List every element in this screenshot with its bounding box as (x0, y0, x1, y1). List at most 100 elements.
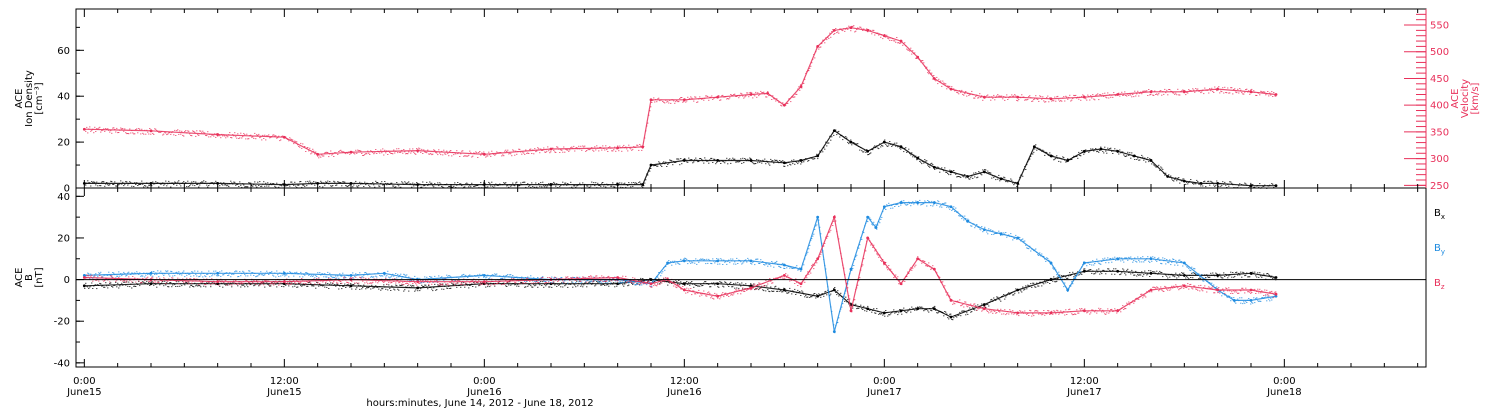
series-velocity-sample (325, 151, 327, 153)
series-By-sample (960, 215, 962, 217)
series-density-sample (280, 184, 282, 186)
series-Bx-sample (1207, 276, 1209, 278)
series-density-sample (230, 180, 232, 182)
series-Bz-sample (114, 278, 116, 280)
series-Bx-sample (513, 283, 515, 285)
series-density-sample (673, 160, 675, 162)
series-By-sample (1121, 257, 1123, 259)
series-velocity-sample (1112, 96, 1114, 98)
series-Bx-sample (375, 285, 377, 287)
series-velocity-sample (652, 99, 654, 101)
series-Bx-sample (956, 316, 958, 318)
series-velocity-sample (475, 151, 477, 153)
series-density-sample (945, 171, 947, 173)
series-By-sample (183, 270, 185, 272)
series-Bx-sample (601, 284, 603, 286)
series-velocity-sample (218, 134, 220, 135)
series-velocity-sample (1120, 93, 1122, 95)
series-density-sample (1126, 155, 1128, 157)
series-velocity-sample (926, 66, 928, 68)
series-velocity-sample (1160, 90, 1162, 92)
series-Bx-sample (225, 284, 227, 286)
series-velocity-sample (1227, 87, 1229, 89)
series-velocity-sample (382, 148, 384, 150)
series-density-sample (651, 164, 653, 166)
series-velocity-sample (888, 38, 890, 40)
series-velocity-sample (237, 133, 239, 135)
series-velocity-sample (751, 92, 753, 94)
series-By-sample (1235, 302, 1237, 304)
series-velocity-sample (957, 92, 959, 94)
series-Bx-sample (757, 284, 759, 286)
series-Bx-sample (945, 311, 947, 313)
series-By-sample (190, 275, 192, 277)
series-density-sample (777, 160, 779, 162)
series-density-sample (798, 161, 800, 163)
series-Bx-sample (1119, 274, 1121, 276)
series-By-sample (249, 270, 251, 272)
series-velocity-sample (973, 97, 975, 99)
series-density-sample (937, 166, 939, 168)
series-By-sample (348, 275, 350, 277)
series-density-sample (235, 184, 237, 186)
series-By-sample (398, 276, 400, 278)
series-velocity-sample (937, 83, 939, 85)
series-By-sample (815, 225, 817, 227)
series-By-sample (855, 256, 857, 258)
series-By-sample (469, 274, 471, 276)
series-Bx-sample (295, 283, 297, 285)
series-Bx-sample (693, 286, 695, 288)
series-density-sample (299, 181, 301, 183)
series-velocity-sample (1033, 99, 1035, 100)
series-density-sample (1191, 181, 1193, 183)
series-density-sample (551, 183, 553, 185)
series-By-sample (155, 272, 157, 274)
series-Bx-sample (654, 281, 656, 282)
series-density-sample (709, 159, 711, 161)
series-Bz-point (1274, 292, 1278, 296)
series-velocity-sample (1079, 96, 1081, 98)
series-Bx-sample (300, 285, 302, 287)
series-By-sample (616, 278, 618, 280)
series-Bx-sample (180, 283, 182, 285)
series-By-sample (920, 204, 922, 206)
series-velocity-sample (434, 150, 436, 151)
series-By-sample (1214, 287, 1216, 289)
series-Bx-sample (343, 285, 345, 287)
series-velocity-sample (402, 152, 404, 154)
series-density-sample (567, 183, 569, 184)
series-Bx-sample (738, 287, 740, 289)
series-density-sample (877, 147, 879, 149)
series-Bx-sample (1251, 273, 1253, 275)
series-density-sample (754, 163, 756, 165)
series-density-sample (530, 186, 532, 188)
series-Bx-sample (207, 282, 209, 284)
series-velocity-sample (1234, 88, 1236, 90)
series-velocity-sample (696, 101, 698, 103)
series-By-sample (827, 286, 829, 288)
series-velocity-sample (1174, 93, 1176, 95)
series-velocity-sample (100, 131, 102, 133)
series-Bx-sample (1080, 272, 1082, 274)
series-Bx-sample (888, 314, 890, 316)
series-Bx-sample (1137, 273, 1139, 275)
series-velocity-sample (835, 28, 837, 29)
series-velocity-sample (128, 133, 130, 135)
series-density-sample (366, 182, 368, 184)
series-Bx-sample (974, 309, 976, 311)
series-By-sample (628, 282, 630, 284)
series-velocity-sample (165, 132, 167, 134)
series-density-sample (238, 186, 240, 187)
series-velocity-sample (1270, 94, 1272, 96)
series-By-sample (402, 276, 404, 277)
series-By-sample (488, 278, 490, 280)
series-density-sample (1054, 158, 1056, 160)
series-Bx-sample (507, 282, 509, 284)
series-density-sample (631, 182, 633, 184)
series-density-sample (149, 184, 151, 186)
series-density-sample (1107, 147, 1109, 149)
series-velocity-sample (1034, 98, 1036, 100)
series-velocity-sample (736, 95, 738, 97)
series-density-sample (1080, 155, 1082, 157)
series-Bx-sample (364, 285, 366, 287)
